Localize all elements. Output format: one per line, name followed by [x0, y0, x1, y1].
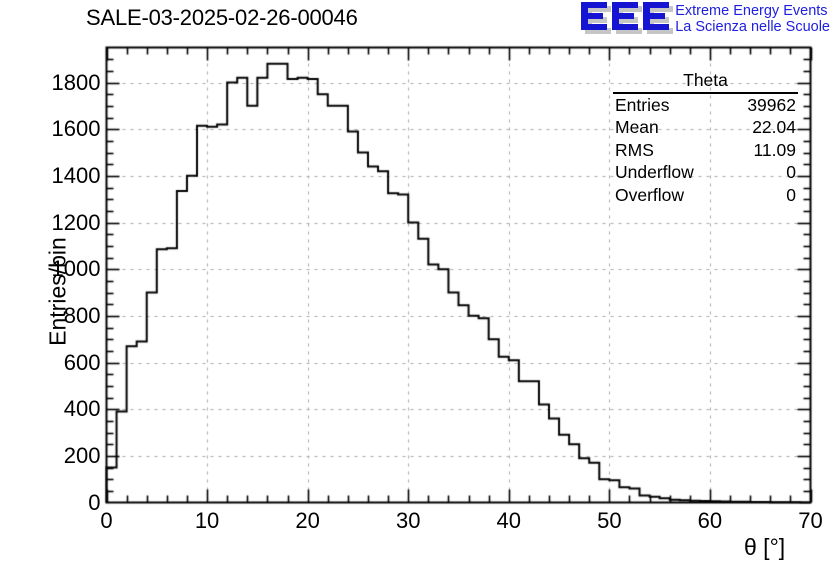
stats-value: 0	[786, 162, 796, 183]
stats-row: Overflow 0	[613, 184, 798, 206]
y-tick-label: 1600	[51, 116, 101, 142]
y-tick-label: 1000	[51, 256, 101, 282]
logo-line-2: La Scienza nelle Scuole	[675, 19, 830, 35]
x-tick-label: 60	[697, 507, 723, 533]
eee-logo: Extreme Energy Events La Scienza nelle S…	[581, 2, 830, 35]
stats-value: 0	[786, 184, 796, 205]
y-tick-label: 800	[63, 302, 101, 328]
stats-value: 11.09	[753, 139, 797, 160]
y-tick-label: 1200	[51, 209, 101, 235]
y-tick-label: 1800	[51, 69, 101, 95]
logo-text: Extreme Energy Events La Scienza nelle S…	[675, 2, 830, 35]
x-tick-label: 10	[194, 507, 220, 533]
y-tick-label: 400	[63, 396, 101, 422]
stats-box: Theta Entries 39962 Mean 22.04 RMS 11.09 Under…	[613, 70, 798, 206]
x-tick-label: 20	[295, 507, 320, 533]
x-tick-label: 50	[597, 507, 622, 533]
stats-label: Entries	[615, 95, 670, 115]
page-title: SALE-03-2025-02-26-00046	[86, 5, 358, 30]
y-tick-label: 600	[63, 349, 101, 375]
stats-rows: Entries 39962 Mean 22.04 RMS 11.09 Underflow 0 O…	[613, 94, 798, 206]
x-tick-label: 0	[100, 507, 113, 533]
logo-letter-e	[612, 2, 643, 34]
stats-label: Underflow	[615, 162, 694, 183]
stats-row: Entries 39962	[613, 94, 798, 116]
stats-row: Underflow 0	[613, 161, 798, 183]
stats-label: Mean	[615, 117, 659, 138]
stats-title: Theta	[613, 70, 798, 94]
stats-label: RMS	[615, 139, 654, 160]
stats-row: Mean 22.04	[613, 116, 798, 138]
y-tick-label: 1400	[51, 162, 101, 188]
x-tick-label: 70	[798, 507, 823, 533]
logo-line-1: Extreme Energy Events	[675, 3, 828, 19]
y-tick-label: 200	[63, 442, 101, 468]
eee-mark-icon	[581, 2, 674, 34]
stats-row: RMS 11.09	[613, 139, 798, 161]
logo-letter-e	[643, 2, 674, 34]
y-tick-label: 0	[88, 489, 101, 515]
stats-label: Overflow	[615, 184, 685, 205]
stats-value: 22.04	[752, 117, 796, 138]
x-tick-label: 30	[395, 507, 421, 533]
logo-letter-e	[581, 2, 612, 34]
x-tick-label: 40	[496, 507, 522, 533]
x-axis-title: θ [°]	[744, 534, 786, 560]
stats-value: 39962	[747, 95, 796, 115]
